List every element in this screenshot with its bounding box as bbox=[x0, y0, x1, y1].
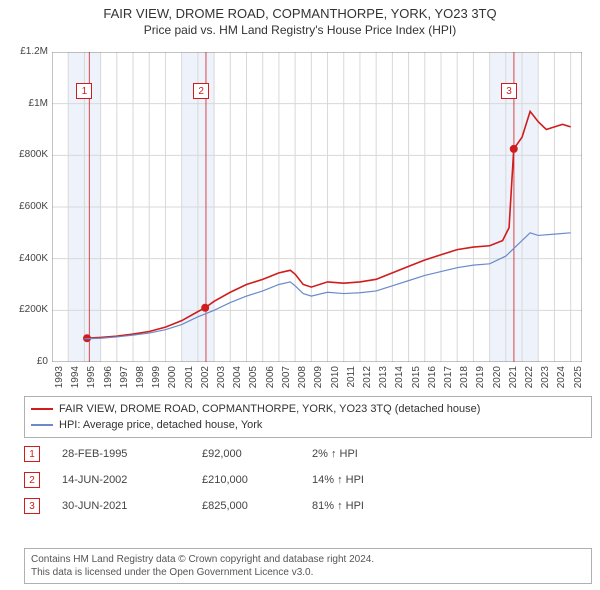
marker-badge: 3 bbox=[24, 498, 40, 514]
legend-label: HPI: Average price, detached house, York bbox=[59, 417, 262, 433]
plot-marker-1: 1 bbox=[76, 83, 92, 99]
transaction-price: £825,000 bbox=[202, 500, 312, 512]
legend-label: FAIR VIEW, DROME ROAD, COPMANTHORPE, YOR… bbox=[59, 401, 480, 417]
x-axis-label: 1996 bbox=[103, 366, 114, 396]
x-axis-label: 2017 bbox=[443, 366, 454, 396]
x-axis-label: 2004 bbox=[232, 366, 243, 396]
transaction-row: 1 28-FEB-1995£92,0002% ↑ HPI bbox=[24, 446, 578, 462]
x-axis-label: 1994 bbox=[70, 366, 81, 396]
transaction-row: 3 30-JUN-2021£825,00081% ↑ HPI bbox=[24, 498, 578, 514]
x-axis-label: 2001 bbox=[184, 366, 195, 396]
chart-title: FAIR VIEW, DROME ROAD, COPMANTHORPE, YOR… bbox=[0, 0, 600, 21]
y-axis-label: £1.2M bbox=[4, 46, 48, 57]
plot-marker-2: 2 bbox=[193, 83, 209, 99]
chart-subtitle: Price paid vs. HM Land Registry's House … bbox=[0, 21, 600, 41]
transaction-price: £210,000 bbox=[202, 474, 312, 486]
x-axis-label: 2015 bbox=[411, 366, 422, 396]
transaction-price: £92,000 bbox=[202, 448, 312, 460]
x-axis-label: 2009 bbox=[313, 366, 324, 396]
licence-line: Contains HM Land Registry data © Crown c… bbox=[31, 553, 585, 566]
transaction-date: 28-FEB-1995 bbox=[62, 448, 202, 460]
x-axis-label: 2020 bbox=[492, 366, 503, 396]
x-axis-label: 2023 bbox=[540, 366, 551, 396]
legend-row-fairview: FAIR VIEW, DROME ROAD, COPMANTHORPE, YOR… bbox=[31, 401, 585, 417]
x-axis-label: 2011 bbox=[346, 366, 357, 396]
x-axis-label: 2018 bbox=[459, 366, 470, 396]
x-axis-label: 1999 bbox=[151, 366, 162, 396]
legend-row-hpi: HPI: Average price, detached house, York bbox=[31, 417, 585, 433]
y-axis-label: £0 bbox=[4, 356, 48, 367]
x-axis-label: 2010 bbox=[330, 366, 341, 396]
x-axis-label: 1995 bbox=[86, 366, 97, 396]
x-axis-label: 1998 bbox=[135, 366, 146, 396]
y-axis-label: £200K bbox=[4, 304, 48, 315]
transaction-row: 2 14-JUN-2002£210,00014% ↑ HPI bbox=[24, 472, 578, 488]
y-axis-label: £1M bbox=[4, 98, 48, 109]
x-axis-label: 2002 bbox=[200, 366, 211, 396]
transaction-date: 30-JUN-2021 bbox=[62, 500, 202, 512]
x-axis-label: 2006 bbox=[265, 366, 276, 396]
x-axis-label: 2022 bbox=[524, 366, 535, 396]
x-axis-label: 2007 bbox=[281, 366, 292, 396]
x-axis-label: 2014 bbox=[394, 366, 405, 396]
licence-line: This data is licensed under the Open Gov… bbox=[31, 566, 585, 579]
marker-badge: 2 bbox=[24, 472, 40, 488]
licence-box: Contains HM Land Registry data © Crown c… bbox=[24, 548, 592, 584]
x-axis-label: 2016 bbox=[427, 366, 438, 396]
x-axis-label: 2019 bbox=[475, 366, 486, 396]
x-axis-label: 2024 bbox=[556, 366, 567, 396]
transaction-hpi: 2% ↑ HPI bbox=[312, 448, 432, 460]
y-axis-label: £600K bbox=[4, 201, 48, 212]
y-axis-label: £400K bbox=[4, 253, 48, 264]
legend: FAIR VIEW, DROME ROAD, COPMANTHORPE, YOR… bbox=[24, 396, 592, 438]
y-axis-label: £800K bbox=[4, 149, 48, 160]
x-axis-label: 2025 bbox=[573, 366, 584, 396]
x-axis-label: 2000 bbox=[167, 366, 178, 396]
transaction-date: 14-JUN-2002 bbox=[62, 474, 202, 486]
x-axis-label: 1993 bbox=[54, 366, 65, 396]
x-axis-label: 2013 bbox=[378, 366, 389, 396]
transaction-hpi: 81% ↑ HPI bbox=[312, 500, 432, 512]
transaction-hpi: 14% ↑ HPI bbox=[312, 474, 432, 486]
x-axis-label: 1997 bbox=[119, 366, 130, 396]
x-axis-label: 2021 bbox=[508, 366, 519, 396]
plot-marker-3: 3 bbox=[501, 83, 517, 99]
marker-badge: 1 bbox=[24, 446, 40, 462]
x-axis-label: 2008 bbox=[297, 366, 308, 396]
x-axis-label: 2005 bbox=[248, 366, 259, 396]
x-axis-label: 2003 bbox=[216, 366, 227, 396]
x-axis-label: 2012 bbox=[362, 366, 373, 396]
